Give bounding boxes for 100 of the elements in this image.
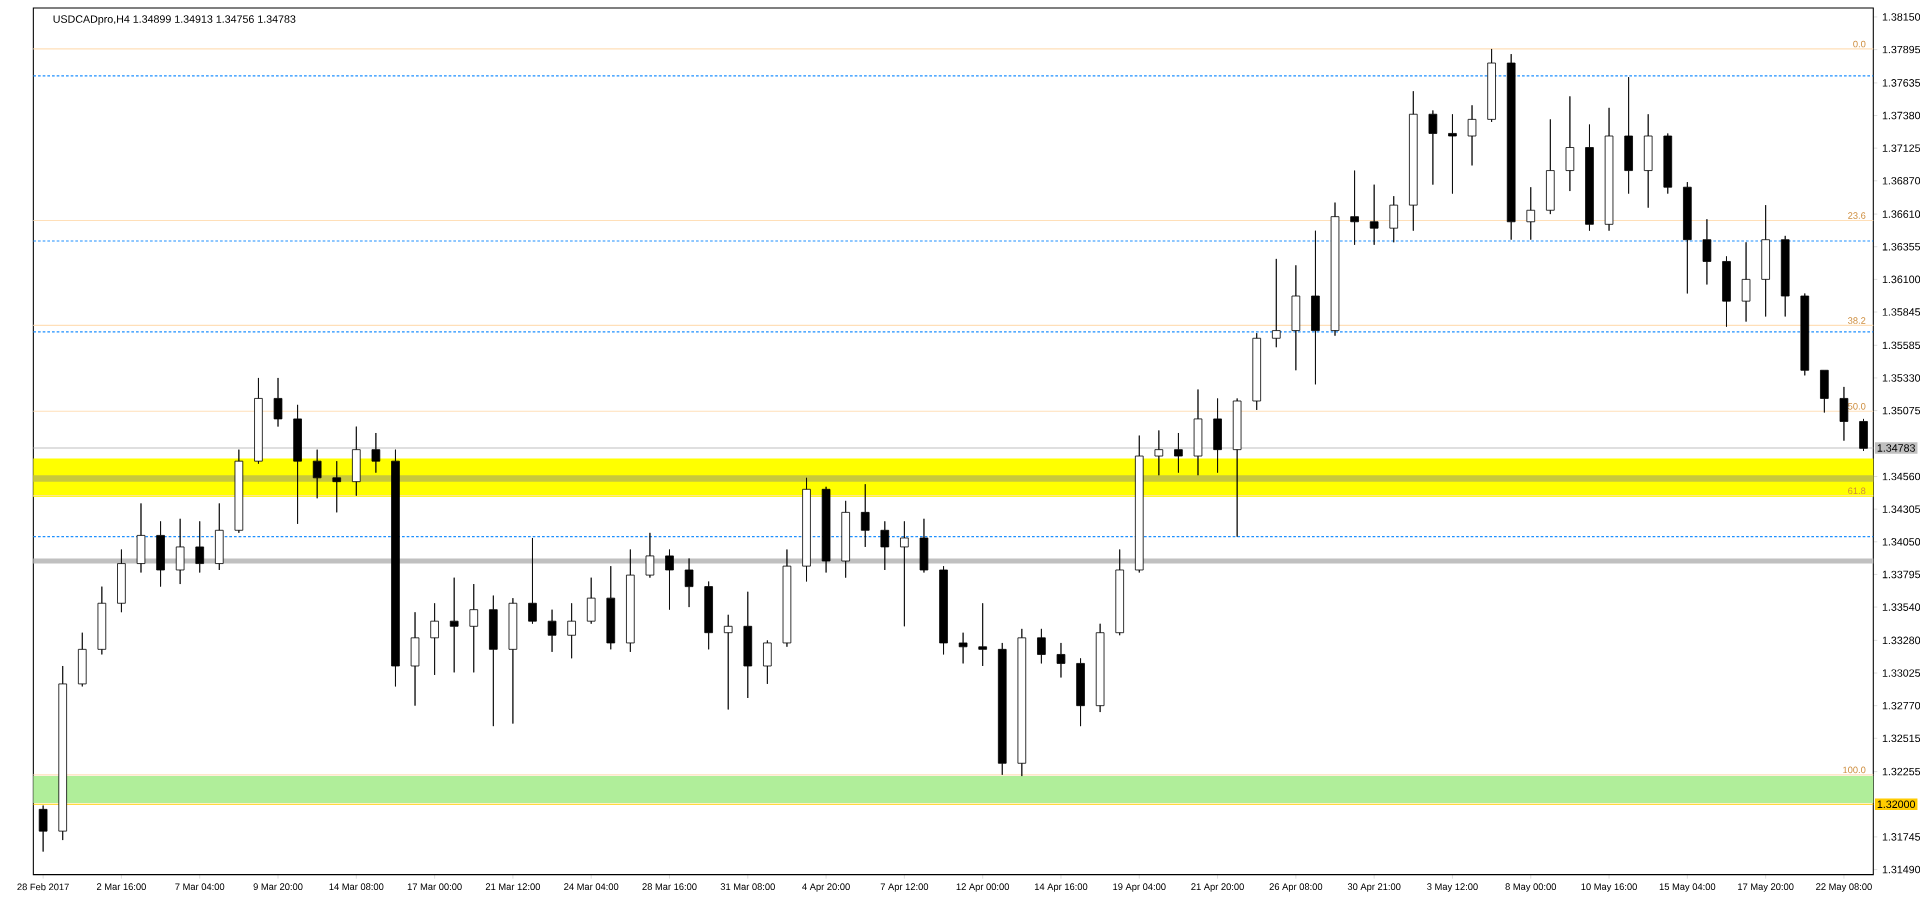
candlestick <box>743 591 753 699</box>
candlestick <box>410 611 420 707</box>
candlestick <box>841 500 850 579</box>
y-tick-label: 1.37380 <box>1882 111 1920 120</box>
candlestick <box>1780 235 1790 317</box>
x-tick-label: 24 Mar 04:00 <box>564 883 619 890</box>
candlestick <box>430 602 439 676</box>
y-tick-label: 1.34050 <box>1882 538 1920 546</box>
x-tick-label: 28 Feb 2017 <box>17 883 69 891</box>
candlestick <box>1585 124 1594 232</box>
candlestick <box>1350 170 1359 246</box>
candlestick <box>802 477 811 582</box>
candlestick <box>117 549 126 613</box>
candlestick <box>1565 95 1575 192</box>
candlestick <box>1115 549 1125 636</box>
candlestick <box>1663 133 1673 195</box>
candlestick <box>508 597 518 724</box>
y-tick-label: 1.36100 <box>1882 275 1920 284</box>
text: USDCADpro,H4 1.34899 1.34913 1.34756 1.34783 <box>53 15 296 25</box>
y-tick-label: 1.33025 <box>1882 669 1920 677</box>
candlestick <box>704 581 713 650</box>
x-tick-label: 12 Apr 00:00 <box>956 883 1010 892</box>
annotation: 61.8 <box>1848 487 1866 495</box>
candlestick <box>1506 53 1516 241</box>
candlestick <box>58 665 68 841</box>
y-tick-label: 1.35330 <box>1882 374 1920 382</box>
candlestick <box>1056 642 1066 678</box>
candlestick <box>723 614 733 710</box>
candlestick <box>1702 218 1712 285</box>
candlestick <box>547 609 557 653</box>
candlestick <box>567 602 576 659</box>
candlestick <box>1389 195 1399 243</box>
candlestick <box>1174 432 1183 474</box>
candlestick <box>958 632 968 664</box>
y-tick-label: 1.35845 <box>1882 308 1920 316</box>
candlestick <box>254 377 263 465</box>
candlestick <box>1213 398 1222 474</box>
annotation: 100.0 <box>1843 766 1866 774</box>
y-tick-label: 1.34305 <box>1882 505 1920 513</box>
candlestick <box>860 483 870 548</box>
ref-line-label: 1.34783 <box>1877 444 1915 452</box>
candlestick <box>900 520 909 627</box>
x-tick-label: 22 May 08:00 <box>1816 883 1872 892</box>
candlestick <box>1839 386 1849 442</box>
candlestick <box>1330 202 1340 337</box>
candlestick <box>586 577 596 625</box>
candlestick <box>528 537 537 625</box>
x-tick-label: 17 May 20:00 <box>1738 883 1794 892</box>
x-tick-label: 30 Apr 21:00 <box>1347 883 1401 892</box>
x-tick-label: 17 Mar 00:00 <box>407 883 462 890</box>
candlestick <box>175 518 185 585</box>
candlestick <box>1820 369 1829 413</box>
candlestick <box>821 486 831 573</box>
candlestick <box>312 449 322 499</box>
candlestick <box>1076 657 1085 727</box>
candlestick <box>1722 255 1731 328</box>
ref-line-label: 1.32000 <box>1877 800 1916 809</box>
y-tick-label: 1.33795 <box>1882 570 1920 579</box>
candlestick <box>1526 186 1536 241</box>
y-tick-label: 1.34560 <box>1882 472 1920 481</box>
candlestick <box>1624 76 1633 195</box>
candlestick <box>97 586 107 655</box>
candlestick <box>1369 184 1379 246</box>
y-tick-label: 1.36610 <box>1882 210 1920 218</box>
candlestick <box>1683 181 1692 294</box>
candlestick <box>38 805 48 853</box>
x-tick-label: 28 Mar 16:00 <box>642 883 697 890</box>
x-tick-label: 7 Apr 12:00 <box>880 883 929 892</box>
x-tick-label: 19 Apr 04:00 <box>1113 883 1166 892</box>
candlestick <box>469 583 479 673</box>
y-tick-label: 1.36355 <box>1882 242 1920 251</box>
candlestick <box>1800 293 1810 376</box>
candlestick <box>1017 628 1027 777</box>
candlestick <box>1761 204 1770 317</box>
candlestick <box>880 520 890 571</box>
y-tick-label: 1.32770 <box>1882 701 1920 710</box>
x-tick-label: 10 May 16:00 <box>1581 883 1637 892</box>
annotation: 0.0 <box>1853 40 1866 48</box>
candlestick <box>371 432 381 474</box>
candlestick <box>1134 435 1144 573</box>
candlestick <box>665 549 674 611</box>
y-tick-label: 1.35075 <box>1882 406 1920 415</box>
candlestick <box>195 520 205 573</box>
x-tick-label: 9 Mar 20:00 <box>253 883 303 890</box>
annotation: 38.2 <box>1848 317 1866 324</box>
candlestick <box>1409 90 1418 232</box>
candlestick <box>1467 104 1477 166</box>
candlestick <box>273 377 283 427</box>
candlestick <box>77 632 87 687</box>
candlestick <box>978 602 987 667</box>
candlestick <box>606 565 616 650</box>
x-tick-label: 7 Mar 04:00 <box>175 883 225 890</box>
candlestick <box>1643 113 1653 209</box>
candlestick <box>939 565 948 655</box>
y-tick-label: 1.32515 <box>1882 734 1920 743</box>
candlestick <box>1448 113 1457 195</box>
x-tick-label: 21 Apr 20:00 <box>1191 883 1244 892</box>
candlestick <box>1037 628 1046 664</box>
y-tick-label: 1.31490 <box>1882 865 1920 874</box>
candlestick <box>1311 230 1320 385</box>
